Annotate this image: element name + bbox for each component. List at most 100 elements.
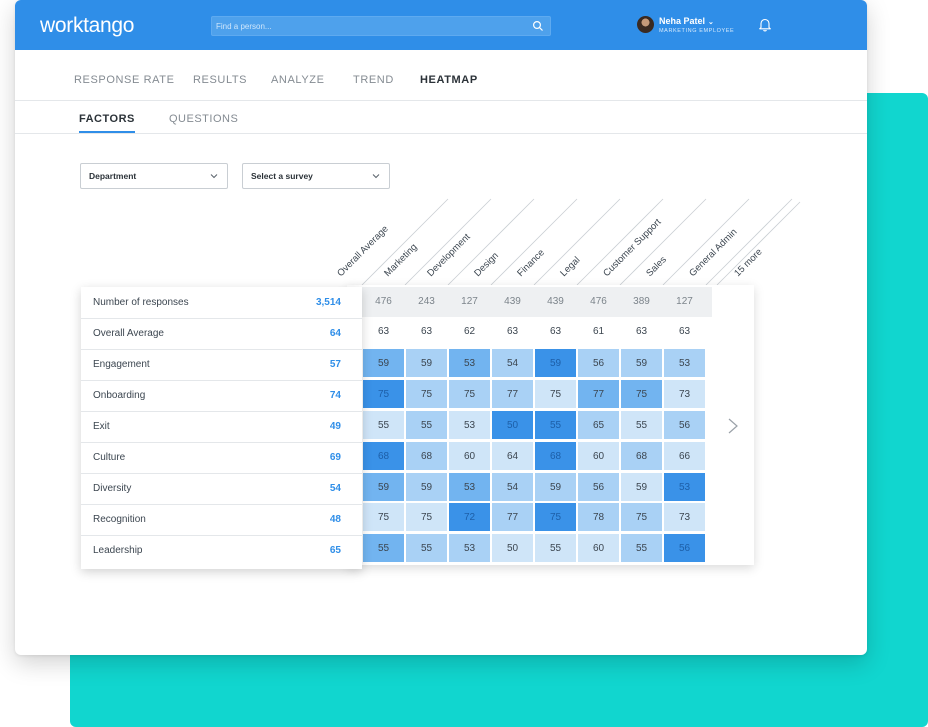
heatmap-cell: 59	[362, 472, 405, 502]
heatmap-cell: 59	[362, 348, 405, 378]
heatmap-cell: 77	[491, 379, 534, 409]
user-avatar[interactable]	[637, 16, 654, 33]
factor-label: Engagement	[93, 359, 150, 370]
heatmap-cell: 60	[577, 533, 620, 563]
heatmap-cell: 55	[534, 410, 577, 440]
app-logo[interactable]: worktango	[40, 14, 135, 37]
heatmap-cell: 77	[491, 502, 534, 532]
heatmap-cell: 75	[620, 379, 663, 409]
active-tab-indicator	[79, 131, 135, 133]
heatmap-cell: 55	[620, 533, 663, 563]
factor-score: 74	[329, 390, 341, 401]
heatmap-cell: 75	[620, 502, 663, 532]
factor-row[interactable]: Recognition 48	[81, 504, 362, 536]
factor-list: Number of responses 3,514 Overall Average 6…	[81, 287, 362, 569]
average-cell: 63	[635, 326, 648, 337]
bell-icon[interactable]	[758, 17, 772, 32]
response-count-row	[362, 287, 712, 317]
search-icon[interactable]	[532, 20, 544, 32]
tab-response-rate[interactable]: RESPONSE RATE	[74, 74, 175, 86]
heatmap-cell: 73	[663, 379, 706, 409]
heatmap-cell: 53	[448, 348, 491, 378]
heatmap-cell: 56	[663, 533, 706, 563]
main-nav: RESPONSE RATE RESULTS ANALYZE TREND HEAT…	[15, 50, 867, 101]
user-name: Neha Patel	[659, 16, 706, 26]
factor-row[interactable]: Onboarding 74	[81, 380, 362, 412]
heatmap-cell: 73	[663, 502, 706, 532]
tab-trend[interactable]: TREND	[353, 74, 394, 86]
heatmap-cell: 68	[362, 441, 405, 471]
response-count-cell: 243	[418, 296, 435, 307]
heatmap-cell: 55	[534, 533, 577, 563]
department-select[interactable]: Department	[80, 163, 228, 189]
heatmap-cell: 75	[448, 379, 491, 409]
heatmap-cell: 75	[534, 379, 577, 409]
average-cell: 61	[592, 326, 605, 337]
heatmap-cell: 75	[405, 502, 448, 532]
factor-score: 69	[329, 452, 341, 463]
survey-select-value: Select a survey	[251, 171, 313, 181]
factor-row[interactable]: Culture 69	[81, 442, 362, 474]
heatmap-cell: 65	[577, 410, 620, 440]
factor-row[interactable]: Number of responses 3,514	[81, 287, 362, 319]
factor-label: Number of responses	[93, 297, 189, 308]
response-count-cell: 127	[676, 296, 693, 307]
chevron-down-icon	[372, 174, 380, 179]
factor-row[interactable]: Overall Average 64	[81, 318, 362, 350]
average-cell: 63	[549, 326, 562, 337]
tab-factors[interactable]: FACTORS	[79, 113, 135, 125]
factor-score: 48	[329, 514, 341, 525]
average-cell: 63	[678, 326, 691, 337]
factor-label: Diversity	[93, 483, 132, 494]
factor-row[interactable]: Leadership 65	[81, 535, 362, 566]
factor-label: Overall Average	[93, 328, 164, 339]
survey-select[interactable]: Select a survey	[242, 163, 390, 189]
chevron-down-icon	[210, 174, 218, 179]
heatmap-cell: 55	[620, 410, 663, 440]
heatmap-cell: 75	[362, 502, 405, 532]
heatmap-cell: 66	[663, 441, 706, 471]
average-cell: 63	[506, 326, 519, 337]
tab-results[interactable]: RESULTS	[193, 74, 248, 86]
heatmap-cell: 55	[362, 533, 405, 563]
user-role: MARKETING EMPLOYEE	[659, 28, 735, 34]
factor-row[interactable]: Engagement 57	[81, 349, 362, 381]
tab-analyze[interactable]: ANALYZE	[271, 74, 325, 86]
response-count-cell: 127	[461, 296, 478, 307]
heatmap-cell: 60	[577, 441, 620, 471]
response-count-cell: 439	[504, 296, 521, 307]
factor-score: 64	[329, 328, 341, 339]
factor-row[interactable]: Diversity 54	[81, 473, 362, 505]
department-select-value: Department	[89, 171, 137, 181]
tab-questions[interactable]: QUESTIONS	[169, 113, 239, 125]
chevron-down-icon: ⌄	[708, 19, 714, 26]
heatmap-cell: 75	[534, 502, 577, 532]
heatmap-cell: 53	[663, 348, 706, 378]
response-count-cell: 476	[375, 296, 392, 307]
heatmap-cell: 59	[620, 348, 663, 378]
average-cell: 63	[420, 326, 433, 337]
tab-heatmap[interactable]: HEATMAP	[420, 74, 478, 86]
heatmap-cell: 60	[448, 441, 491, 471]
heatmap-cell: 75	[405, 379, 448, 409]
factor-row[interactable]: Exit 49	[81, 411, 362, 443]
heatmap-cell: 53	[448, 410, 491, 440]
factor-score: 3,514	[315, 297, 341, 308]
heatmap-cell: 55	[405, 533, 448, 563]
sub-nav: FACTORS QUESTIONS	[15, 101, 867, 134]
chevron-right-icon[interactable]	[727, 417, 739, 435]
average-cell: 63	[377, 326, 390, 337]
factor-label: Culture	[93, 452, 126, 463]
factor-score: 65	[329, 545, 341, 556]
factor-score: 49	[329, 421, 341, 432]
search-input[interactable]	[216, 17, 516, 35]
response-count-cell: 476	[590, 296, 607, 307]
response-count-cell: 439	[547, 296, 564, 307]
heatmap-cell: 78	[577, 502, 620, 532]
heatmap-cell: 56	[663, 410, 706, 440]
search-box[interactable]	[211, 16, 551, 36]
heatmap-cell: 50	[491, 410, 534, 440]
average-cell: 62	[463, 326, 476, 337]
user-menu[interactable]: Neha Patel ⌄	[659, 16, 714, 26]
heatmap-cell: 68	[405, 441, 448, 471]
